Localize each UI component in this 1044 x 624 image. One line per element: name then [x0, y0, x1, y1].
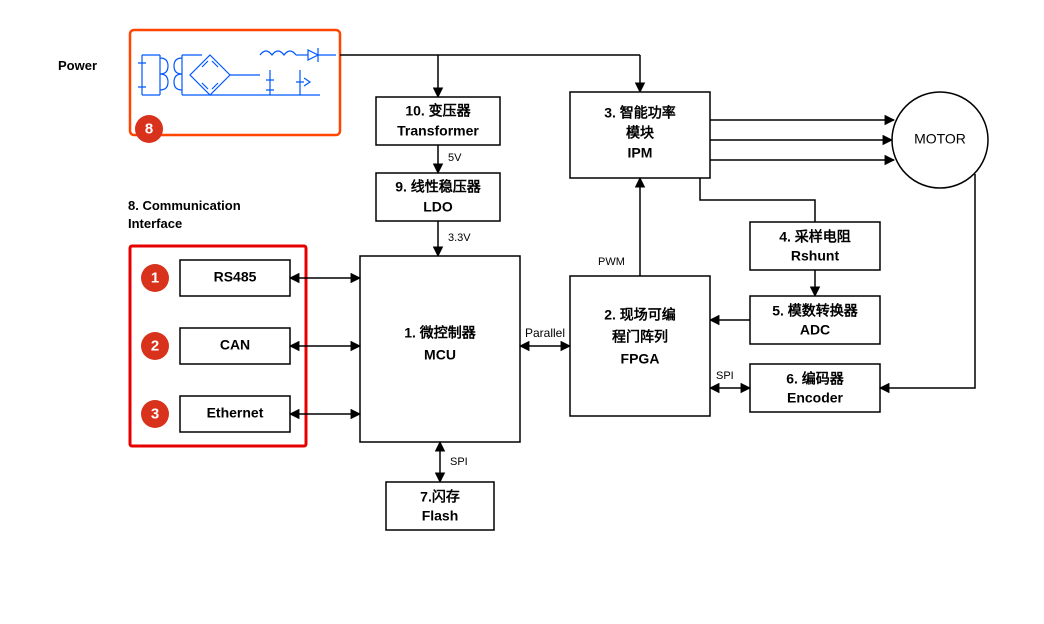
comm-title-1: 8. Communication	[128, 198, 241, 213]
comm-title-2: Interface	[128, 216, 182, 231]
svg-text:LDO: LDO	[423, 199, 453, 215]
fpga-block: 2. 现场可编 程门阵列 FPGA	[570, 276, 710, 416]
svg-text:1: 1	[151, 270, 159, 287]
svg-text:4. 采样电阻: 4. 采样电阻	[779, 229, 851, 245]
svg-text:RS485: RS485	[214, 269, 257, 285]
svg-text:ADC: ADC	[800, 322, 830, 338]
svg-text:Encoder: Encoder	[787, 390, 844, 406]
svg-text:3: 3	[151, 406, 159, 423]
label-5v: 5V	[448, 152, 462, 164]
svg-text:9. 线性稳压器: 9. 线性稳压器	[395, 179, 482, 195]
svg-text:2: 2	[151, 338, 159, 355]
svg-text:模块: 模块	[626, 125, 655, 141]
mcu-block: 1. 微控制器 MCU	[360, 256, 520, 442]
can-block: CAN	[180, 328, 290, 364]
svg-text:CAN: CAN	[220, 337, 250, 353]
rshunt-block: 4. 采样电阻 Rshunt	[750, 222, 880, 270]
rs485-block: RS485	[180, 260, 290, 296]
adc-block: 5. 模数转换器 ADC	[750, 296, 880, 344]
svg-text:Flash: Flash	[422, 508, 459, 524]
power-label: Power	[58, 58, 97, 73]
encoder-block: 6. 编码器 Encoder	[750, 364, 880, 412]
label-3v3: 3.3V	[448, 232, 471, 244]
power-circuit-block	[130, 30, 340, 135]
ipm-block: 3. 智能功率 模块 IPM	[570, 92, 710, 178]
svg-text:Transformer: Transformer	[397, 123, 479, 139]
badge-8: 8	[135, 115, 163, 143]
svg-text:MOTOR: MOTOR	[914, 131, 966, 147]
label-parallel: Parallel	[525, 326, 565, 340]
ethernet-block: Ethernet	[180, 396, 290, 432]
svg-text:10. 变压器: 10. 变压器	[405, 103, 471, 119]
transformer-block: 10. 变压器 Transformer	[376, 97, 500, 145]
svg-text:2. 现场可编: 2. 现场可编	[604, 307, 676, 323]
power-schematic-icon	[138, 48, 336, 95]
svg-text:MCU: MCU	[424, 347, 456, 363]
motor-block: MOTOR	[892, 92, 988, 188]
badge-3: 3	[141, 400, 169, 428]
svg-text:3. 智能功率: 3. 智能功率	[604, 105, 676, 121]
svg-text:Rshunt: Rshunt	[791, 248, 840, 264]
svg-text:FPGA: FPGA	[621, 351, 660, 367]
label-pwm: PWM	[598, 256, 625, 268]
badge-1: 1	[141, 264, 169, 292]
svg-text:Ethernet: Ethernet	[207, 405, 264, 421]
svg-text:程门阵列: 程门阵列	[612, 329, 668, 345]
svg-text:6. 编码器: 6. 编码器	[786, 371, 845, 387]
badge-2: 2	[141, 332, 169, 360]
label-spi-flash: SPI	[450, 456, 468, 468]
label-spi-enc: SPI	[716, 370, 734, 382]
svg-text:IPM: IPM	[628, 145, 653, 161]
flash-block: 7.闪存 Flash	[386, 482, 494, 530]
svg-text:5. 模数转换器: 5. 模数转换器	[772, 303, 859, 319]
svg-text:7.闪存: 7.闪存	[420, 489, 460, 505]
ldo-block: 9. 线性稳压器 LDO	[376, 173, 500, 221]
svg-text:1. 微控制器: 1. 微控制器	[404, 325, 477, 341]
svg-text:8: 8	[145, 121, 153, 138]
